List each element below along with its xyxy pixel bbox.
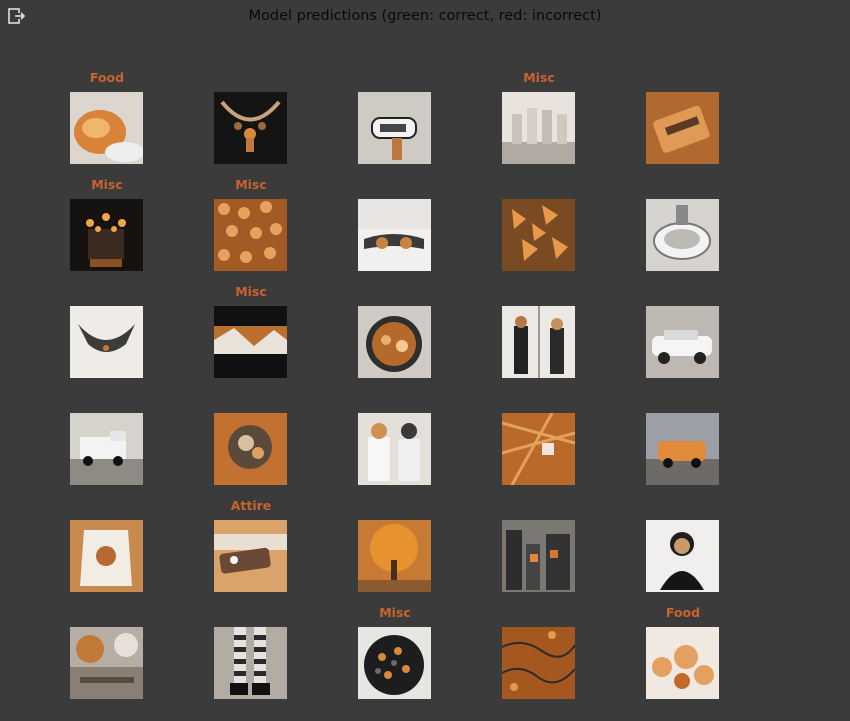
prediction-label bbox=[467, 498, 611, 514]
prediction-label bbox=[179, 391, 323, 407]
prediction-label: Misc bbox=[379, 605, 411, 620]
prediction-cell bbox=[611, 62, 755, 169]
prediction-cell bbox=[179, 383, 323, 490]
prediction-label: Misc bbox=[91, 177, 123, 192]
prediction-label: Misc bbox=[235, 284, 267, 299]
prediction-label bbox=[467, 177, 611, 193]
prediction-cell: Misc bbox=[179, 276, 323, 383]
prediction-cell bbox=[611, 276, 755, 383]
prediction-label bbox=[323, 70, 467, 86]
prediction-cell bbox=[35, 597, 179, 704]
prediction-cell bbox=[179, 62, 323, 169]
prediction-cell: Misc bbox=[467, 62, 611, 169]
prediction-cell bbox=[611, 169, 755, 276]
prediction-label: Food bbox=[89, 70, 125, 85]
prediction-label: Attire bbox=[230, 498, 272, 513]
thumbnail-image bbox=[502, 627, 575, 699]
prediction-label bbox=[611, 177, 755, 193]
prediction-cell bbox=[323, 490, 467, 597]
prediction-cell bbox=[467, 276, 611, 383]
prediction-label bbox=[467, 391, 611, 407]
prediction-cell bbox=[467, 490, 611, 597]
thumbnail-image bbox=[646, 92, 719, 164]
prediction-label: Food bbox=[665, 605, 701, 620]
prediction-cell: Misc bbox=[179, 169, 323, 276]
prediction-label bbox=[323, 284, 467, 300]
thumbnail-image bbox=[646, 413, 719, 485]
prediction-label bbox=[611, 70, 755, 86]
thumbnail-image bbox=[70, 306, 143, 378]
prediction-label bbox=[179, 70, 323, 86]
thumbnail-image bbox=[358, 520, 431, 592]
thumbnail-image bbox=[70, 520, 143, 592]
figure-title: Model predictions (green: correct, red: … bbox=[248, 8, 602, 24]
thumbnail-image bbox=[502, 92, 575, 164]
thumbnail-image bbox=[502, 413, 575, 485]
prediction-label bbox=[323, 391, 467, 407]
thumbnail-image bbox=[214, 413, 287, 485]
prediction-label bbox=[467, 284, 611, 300]
thumbnail-image bbox=[502, 199, 575, 271]
prediction-label bbox=[611, 284, 755, 300]
prediction-label: Misc bbox=[235, 177, 267, 192]
prediction-cell bbox=[35, 383, 179, 490]
prediction-label bbox=[611, 391, 755, 407]
thumbnail-image bbox=[358, 92, 431, 164]
prediction-cell bbox=[323, 62, 467, 169]
prediction-label bbox=[179, 605, 323, 621]
prediction-label bbox=[35, 498, 179, 514]
thumbnail-image bbox=[502, 306, 575, 378]
prediction-cell bbox=[467, 597, 611, 704]
prediction-label bbox=[35, 391, 179, 407]
prediction-cell bbox=[179, 597, 323, 704]
thumbnail-image bbox=[358, 306, 431, 378]
prediction-cell: Attire bbox=[179, 490, 323, 597]
exit-icon[interactable] bbox=[6, 6, 26, 26]
prediction-label bbox=[323, 498, 467, 514]
prediction-label bbox=[35, 605, 179, 621]
thumbnail-image bbox=[70, 92, 143, 164]
prediction-cell bbox=[35, 276, 179, 383]
prediction-cell bbox=[611, 490, 755, 597]
prediction-cell: Misc bbox=[323, 597, 467, 704]
prediction-cell bbox=[35, 490, 179, 597]
thumbnail-image bbox=[358, 413, 431, 485]
prediction-label bbox=[35, 284, 179, 300]
thumbnail-image bbox=[70, 627, 143, 699]
prediction-label bbox=[611, 498, 755, 514]
thumbnail-image bbox=[358, 627, 431, 699]
prediction-cell: Food bbox=[35, 62, 179, 169]
prediction-cell: Misc bbox=[35, 169, 179, 276]
prediction-cell bbox=[323, 383, 467, 490]
thumbnail-image bbox=[646, 520, 719, 592]
thumbnail-image bbox=[70, 413, 143, 485]
prediction-grid: Food Misc Misc Misc Misc Attire Misc Food bbox=[35, 62, 835, 704]
prediction-cell bbox=[323, 276, 467, 383]
prediction-cell bbox=[467, 169, 611, 276]
thumbnail-image bbox=[358, 199, 431, 271]
thumbnail-image bbox=[214, 306, 287, 378]
prediction-cell bbox=[323, 169, 467, 276]
thumbnail-image bbox=[502, 520, 575, 592]
prediction-cell bbox=[467, 383, 611, 490]
thumbnail-image bbox=[646, 306, 719, 378]
thumbnail-image bbox=[214, 627, 287, 699]
prediction-label bbox=[467, 605, 611, 621]
prediction-label: Misc bbox=[523, 70, 555, 85]
prediction-cell bbox=[611, 383, 755, 490]
thumbnail-image bbox=[646, 199, 719, 271]
prediction-label bbox=[323, 177, 467, 193]
thumbnail-image bbox=[70, 199, 143, 271]
thumbnail-image bbox=[214, 92, 287, 164]
thumbnail-image bbox=[214, 199, 287, 271]
thumbnail-image bbox=[214, 520, 287, 592]
thumbnail-image bbox=[646, 627, 719, 699]
prediction-cell: Food bbox=[611, 597, 755, 704]
